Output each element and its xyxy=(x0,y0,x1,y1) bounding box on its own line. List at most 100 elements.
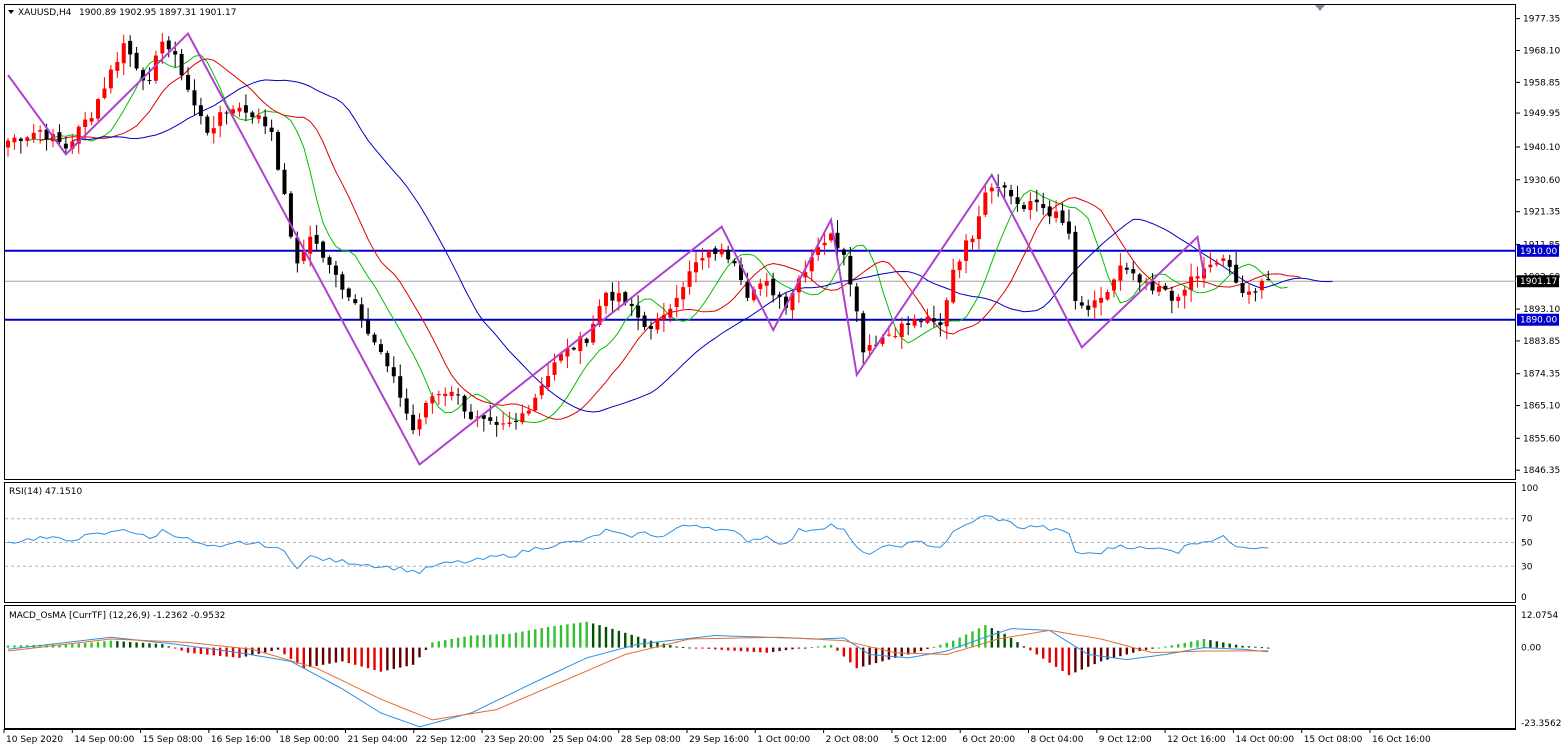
macd-histogram-bar xyxy=(907,647,910,655)
candle-body xyxy=(886,334,891,336)
candle-body xyxy=(1054,211,1059,218)
macd-histogram-bar xyxy=(309,647,312,668)
candle-body xyxy=(398,376,403,398)
candle-body xyxy=(449,391,454,397)
candle-body xyxy=(1137,274,1142,283)
time-tick-label: 15 Oct 08:00 xyxy=(1304,735,1363,745)
candle-body xyxy=(726,249,731,260)
time-tick-label: 16 Sep 16:00 xyxy=(211,735,271,745)
macd-histogram-bar xyxy=(1267,647,1270,649)
candle-body xyxy=(31,132,36,139)
macd-histogram-bar xyxy=(495,634,498,648)
macd-histogram-bar xyxy=(341,647,344,662)
candle-body xyxy=(513,420,518,422)
candle-body xyxy=(1246,291,1251,295)
candle-body xyxy=(38,130,43,132)
price-tick-label: 1958.85 xyxy=(1523,78,1560,88)
time-axis: 10 Sep 2020 14 Sep 00:00 15 Sep 08:00 16 Se… xyxy=(3,729,1431,745)
candle-body xyxy=(976,216,981,240)
macd-histogram-bar xyxy=(77,643,80,648)
rsi-panel[interactable] xyxy=(4,482,1516,603)
macd-histogram-bar xyxy=(534,629,537,648)
macd-tick-label: 0.00 xyxy=(1521,644,1541,654)
candle-body xyxy=(57,132,62,142)
macd-histogram-bar xyxy=(913,647,916,653)
macd-histogram-bar xyxy=(321,647,325,665)
candle-body xyxy=(694,262,699,273)
macd-histogram-bar xyxy=(109,640,113,648)
candle-body xyxy=(1259,280,1264,291)
time-tick-label: 12 Oct 16:00 xyxy=(1167,735,1226,745)
candle-body xyxy=(751,289,756,301)
macd-histogram-bar xyxy=(1112,647,1116,658)
macd-histogram-bar xyxy=(649,640,653,648)
macd-histogram-bar xyxy=(347,647,350,664)
candle-body xyxy=(198,105,203,116)
candle-body xyxy=(1002,185,1007,188)
candle-body xyxy=(391,367,396,377)
candle-body xyxy=(456,394,461,396)
macd-histogram-bar xyxy=(302,647,305,669)
candle-body xyxy=(520,413,525,423)
macd-histogram-bar xyxy=(688,647,691,649)
macd-histogram-bar xyxy=(1260,647,1264,649)
macd-histogram-bar xyxy=(1061,647,1064,671)
candle-body xyxy=(1240,283,1245,293)
candle-body xyxy=(166,40,171,50)
candle-body xyxy=(591,323,596,343)
macd-histogram-bar xyxy=(19,645,23,648)
macd-histogram-bar xyxy=(726,647,730,651)
ma-slow-line xyxy=(72,79,1333,413)
macd-histogram-bar xyxy=(1099,647,1103,662)
macd-histogram-bar xyxy=(154,643,158,648)
candle-body xyxy=(1079,302,1084,306)
macd-histogram-bar xyxy=(334,647,338,663)
macd-panel[interactable] xyxy=(4,605,1516,729)
candle-body xyxy=(816,247,821,256)
candle-body xyxy=(1208,264,1213,268)
candle-body xyxy=(468,411,473,420)
macd-histogram-bar xyxy=(392,647,395,669)
macd-histogram-bar xyxy=(296,647,299,664)
macd-histogram-bar xyxy=(38,644,42,648)
time-tick-label: 10 Sep 2020 xyxy=(6,735,63,745)
macd-histogram-bar xyxy=(482,634,486,648)
macd-histogram-bar xyxy=(1189,641,1193,648)
macd-histogram-bar xyxy=(424,647,428,650)
macd-histogram-bar xyxy=(945,642,948,648)
macd-histogram-bar xyxy=(386,647,389,671)
candle-body xyxy=(1131,269,1136,274)
candle-body xyxy=(263,116,268,127)
macd-histogram-bar xyxy=(180,647,183,651)
candle-body xyxy=(301,251,306,262)
candle-body xyxy=(835,232,840,249)
candle-body xyxy=(372,334,377,343)
macd-histogram-bar xyxy=(1054,647,1058,667)
candle-body xyxy=(1041,204,1046,209)
price-panel[interactable] xyxy=(4,4,1516,480)
candle-body xyxy=(250,112,255,118)
candle-body xyxy=(1111,279,1116,291)
candle-body xyxy=(417,419,422,430)
macd-histogram-bar xyxy=(759,647,762,653)
candle-body xyxy=(481,415,486,419)
macd-indicator: 12.0754 0.00 -23.3562 xyxy=(6,611,1561,729)
candle-body xyxy=(674,297,679,308)
candle-body xyxy=(12,137,17,143)
candle-body xyxy=(179,53,184,76)
macd-histogram-bar xyxy=(206,647,209,655)
macd-histogram-bar xyxy=(1170,645,1174,648)
macd-histogram-bar xyxy=(1183,642,1186,648)
candle-body xyxy=(809,257,814,272)
price-labels: 1910.00 1890.00 1901.17 xyxy=(1517,244,1559,326)
price-tick-label: 1855.60 xyxy=(1523,434,1560,444)
shift-marker-icon[interactable] xyxy=(1315,5,1325,11)
candle-body xyxy=(18,138,23,141)
candle-body xyxy=(610,291,615,301)
macd-histogram-bar xyxy=(199,647,203,655)
time-tick-label: 14 Sep 00:00 xyxy=(74,735,134,745)
dropdown-triangle-icon[interactable] xyxy=(8,10,14,14)
candle-body xyxy=(423,402,428,418)
candle-body xyxy=(687,271,692,287)
